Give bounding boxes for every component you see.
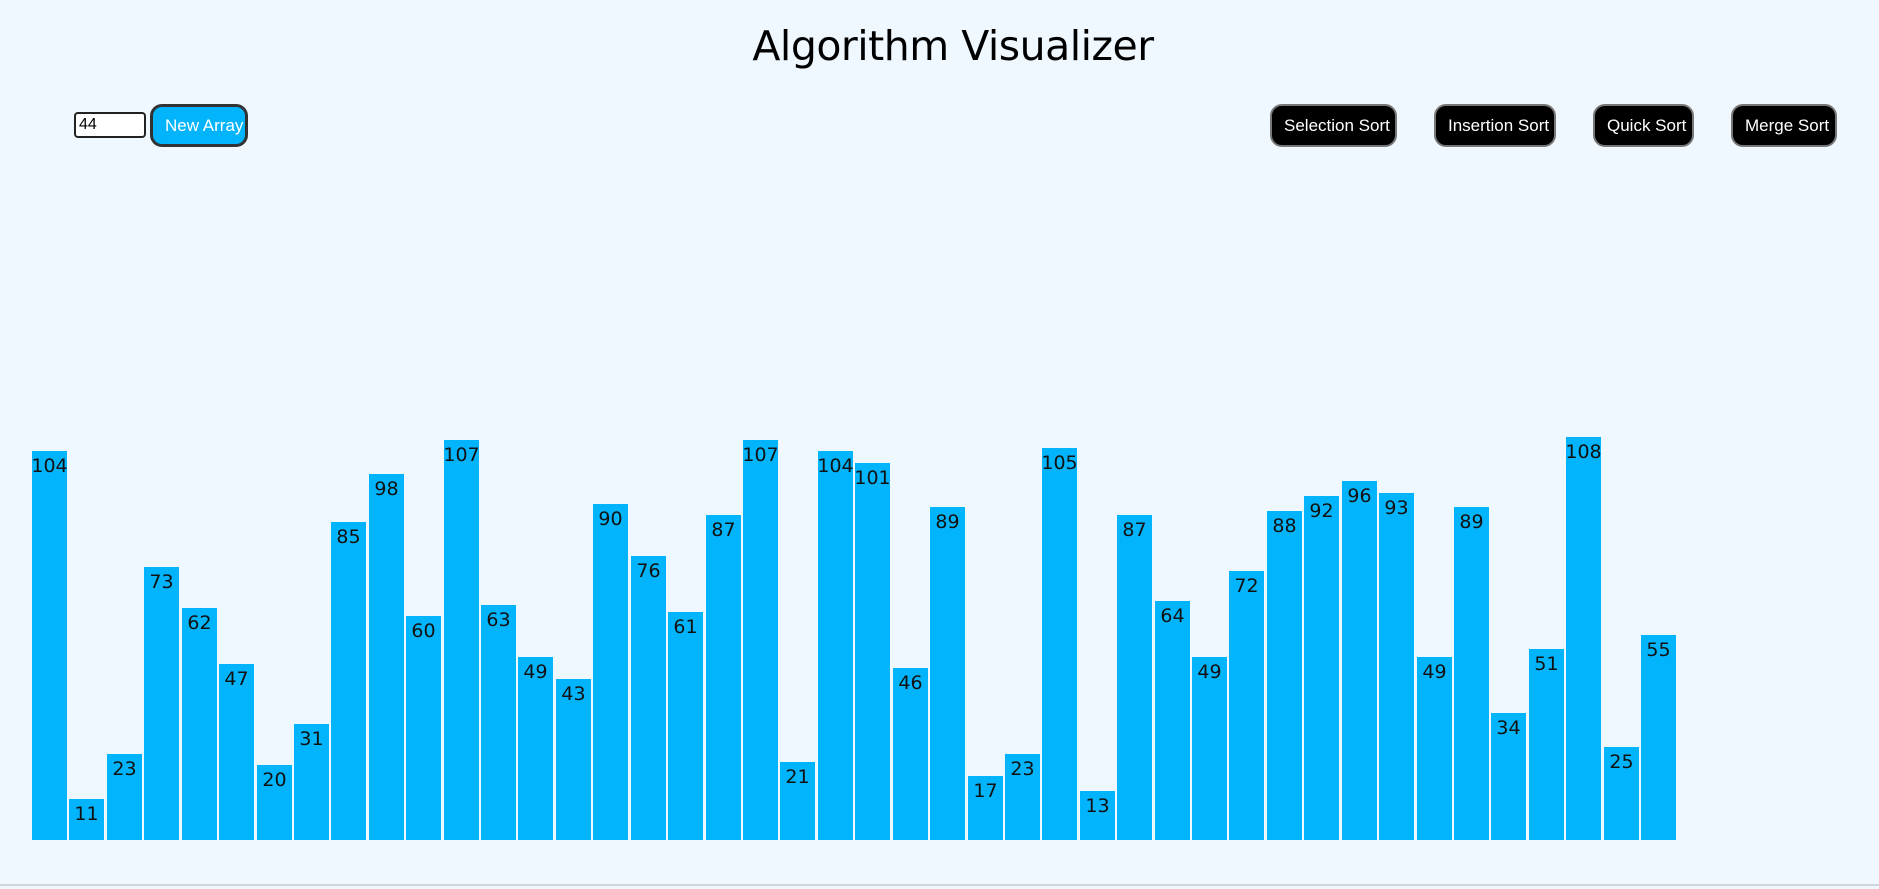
bar-value-label: 17 xyxy=(973,780,998,802)
bar-value-label: 63 xyxy=(486,609,511,631)
bar-value-label: 43 xyxy=(561,683,586,705)
bar-value-label: 47 xyxy=(224,668,249,690)
merge-sort-button[interactable]: Merge Sort xyxy=(1731,104,1837,147)
bar-value-label: 49 xyxy=(1422,661,1447,683)
bar-value-label: 11 xyxy=(74,803,99,825)
bar-value-label: 93 xyxy=(1384,497,1409,519)
bar: 11 xyxy=(69,799,104,840)
bar-value-label: 60 xyxy=(411,620,436,642)
bar-value-label: 61 xyxy=(673,616,698,638)
bar-value-label: 87 xyxy=(1122,519,1147,541)
bar-value-label: 107 xyxy=(443,444,480,466)
bar: 104 xyxy=(31,451,68,840)
new-array-button[interactable]: New Array xyxy=(150,104,248,147)
bar-value-label: 21 xyxy=(785,766,810,788)
page-title: Algorithm Visualizer xyxy=(752,22,1154,70)
bar-value-label: 108 xyxy=(1565,441,1602,463)
bar-value-label: 49 xyxy=(1197,661,1222,683)
bar: 96 xyxy=(1342,481,1377,840)
bar: 49 xyxy=(1417,657,1452,840)
bar: 21 xyxy=(780,762,815,840)
bar-value-label: 31 xyxy=(299,728,324,750)
bar: 51 xyxy=(1529,649,1564,840)
bar-value-label: 107 xyxy=(742,444,779,466)
bar: 49 xyxy=(1192,657,1227,840)
bottom-divider xyxy=(0,884,1879,886)
bar: 89 xyxy=(1454,507,1489,840)
bar-value-label: 49 xyxy=(523,661,548,683)
bar: 49 xyxy=(518,657,553,840)
selection-sort-button[interactable]: Selection Sort xyxy=(1270,104,1397,147)
bar: 104 xyxy=(817,451,854,840)
bar-value-label: 13 xyxy=(1085,795,1110,817)
bar: 105 xyxy=(1041,448,1078,840)
bar: 63 xyxy=(481,605,516,840)
bar-value-label: 96 xyxy=(1347,485,1372,507)
bar-value-label: 92 xyxy=(1309,500,1334,522)
bar: 46 xyxy=(893,668,928,840)
bar-value-label: 88 xyxy=(1272,515,1297,537)
bar-value-label: 90 xyxy=(598,508,623,530)
bar: 43 xyxy=(556,679,591,840)
insertion-sort-button[interactable]: Insertion Sort xyxy=(1434,104,1556,147)
bar-value-label: 55 xyxy=(1646,639,1671,661)
bar: 72 xyxy=(1229,571,1264,840)
bar-value-label: 98 xyxy=(374,478,399,500)
bar: 90 xyxy=(593,504,628,840)
bar: 107 xyxy=(742,440,779,840)
bar-value-label: 23 xyxy=(112,758,137,780)
bar: 23 xyxy=(1005,754,1040,840)
bar-value-label: 20 xyxy=(262,769,287,791)
bar-value-label: 76 xyxy=(636,560,661,582)
bar: 23 xyxy=(107,754,142,840)
bar-value-label: 101 xyxy=(854,467,891,489)
bar: 13 xyxy=(1080,791,1115,840)
bar: 61 xyxy=(668,612,703,840)
bar: 55 xyxy=(1641,635,1676,840)
bar-value-label: 89 xyxy=(935,511,960,533)
bar-value-label: 72 xyxy=(1234,575,1259,597)
bar-value-label: 64 xyxy=(1160,605,1185,627)
quick-sort-button[interactable]: Quick Sort xyxy=(1593,104,1694,147)
bar-value-label: 73 xyxy=(149,571,174,593)
bar: 25 xyxy=(1604,747,1639,840)
bar-value-label: 87 xyxy=(711,519,736,541)
bar-value-label: 89 xyxy=(1459,511,1484,533)
bar: 93 xyxy=(1379,493,1414,840)
bar: 64 xyxy=(1155,601,1190,840)
bar-value-label: 105 xyxy=(1041,452,1078,474)
bar: 87 xyxy=(706,515,741,840)
bar: 62 xyxy=(182,608,217,840)
bar: 87 xyxy=(1117,515,1152,840)
bar: 73 xyxy=(144,567,179,840)
bar: 60 xyxy=(406,616,441,840)
bar-value-label: 104 xyxy=(31,455,68,477)
bar: 108 xyxy=(1565,437,1602,840)
bar-value-label: 62 xyxy=(187,612,212,634)
bar: 92 xyxy=(1304,496,1339,840)
bar: 76 xyxy=(631,556,666,840)
bar: 88 xyxy=(1267,511,1302,840)
bar-value-label: 34 xyxy=(1496,717,1521,739)
bar-value-label: 51 xyxy=(1534,653,1559,675)
bar: 85 xyxy=(331,522,366,840)
bar: 101 xyxy=(854,463,891,840)
bar-value-label: 85 xyxy=(336,526,361,548)
bar-value-label: 25 xyxy=(1609,751,1634,773)
bar: 34 xyxy=(1491,713,1526,840)
bar-value-label: 46 xyxy=(898,672,923,694)
bar-value-label: 104 xyxy=(817,455,854,477)
bar: 47 xyxy=(219,664,254,840)
bar: 107 xyxy=(443,440,480,840)
bar: 89 xyxy=(930,507,965,840)
bar: 31 xyxy=(294,724,329,840)
bar: 20 xyxy=(257,765,292,840)
bar: 17 xyxy=(968,776,1003,840)
bar-value-label: 23 xyxy=(1010,758,1035,780)
array-size-input[interactable] xyxy=(74,112,146,138)
bar: 98 xyxy=(369,474,404,840)
